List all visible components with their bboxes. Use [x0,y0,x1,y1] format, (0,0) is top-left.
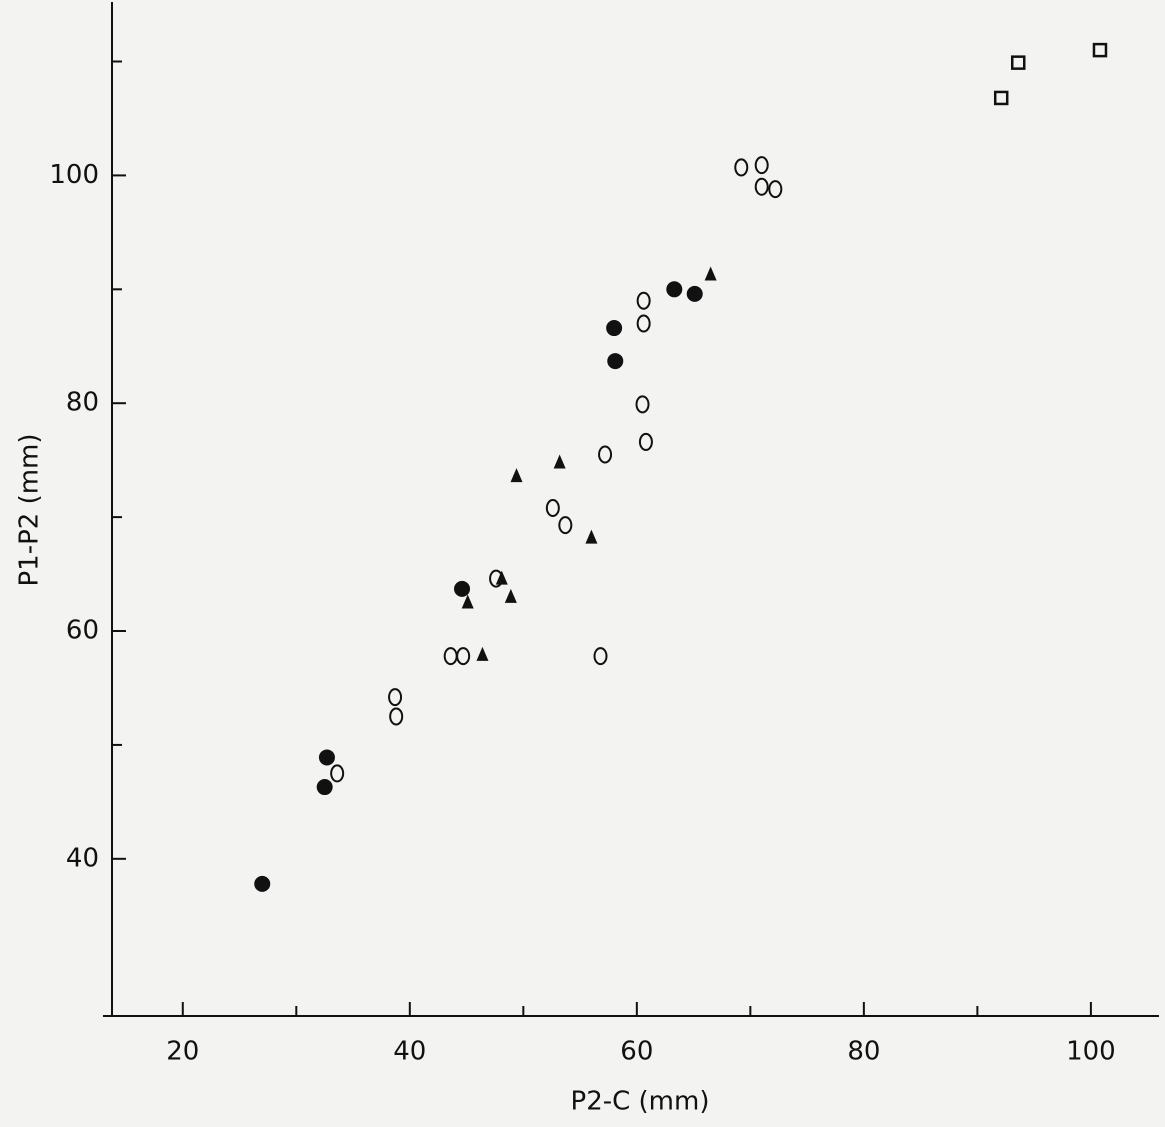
point [734,158,749,177]
point [768,180,783,199]
y-tick-label: 100 [49,160,99,190]
y-tick-label: 40 [66,843,99,873]
point [754,177,769,196]
point [389,707,404,726]
point [1010,55,1026,70]
point [456,647,471,666]
point [318,749,335,766]
point [545,499,560,517]
point [754,156,769,175]
point [510,468,523,483]
point [504,588,517,603]
point [636,291,651,310]
x-tick-label: 80 [847,1037,880,1067]
x-tick-label: 60 [620,1037,653,1067]
point [635,395,650,414]
point [388,688,403,707]
point [330,764,345,783]
point [558,516,573,535]
point [476,646,489,661]
x-tick-label: 100 [1066,1037,1116,1067]
point [638,432,653,451]
y-axis-title: P1-P2 (mm) [15,433,45,586]
x-tick-label: 20 [166,1037,199,1067]
point [686,285,703,302]
point [461,594,474,609]
point [607,353,624,370]
point [1092,42,1108,58]
point [704,266,717,281]
y-tick-label: 80 [66,388,99,418]
point [666,281,683,298]
point [495,570,508,585]
point [454,580,471,597]
x-axis-title: P2-C (mm) [571,1087,710,1117]
point [993,90,1009,106]
point [598,445,613,464]
point [593,647,608,666]
point [553,454,566,469]
point [254,875,271,892]
point [606,320,623,337]
point [636,314,651,333]
point [316,779,333,796]
y-tick-label: 60 [66,616,99,646]
point [585,529,598,544]
x-tick-label: 40 [393,1037,426,1067]
